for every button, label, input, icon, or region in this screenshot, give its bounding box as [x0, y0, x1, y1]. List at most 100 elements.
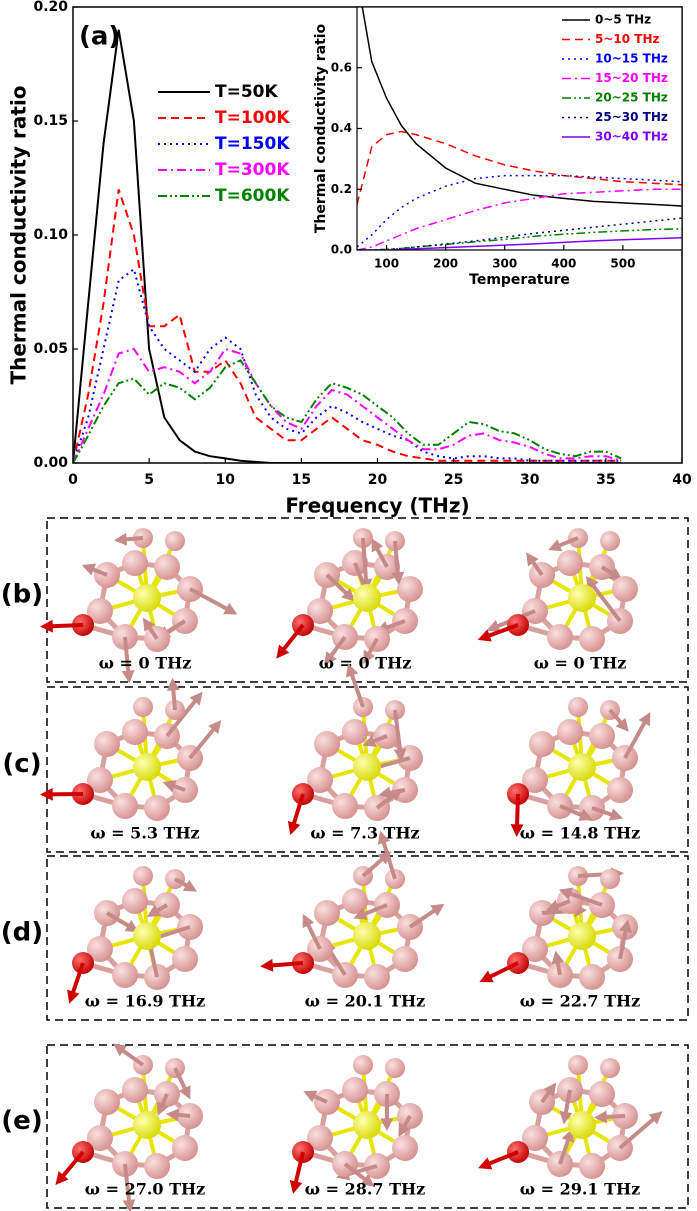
atom	[353, 1055, 373, 1075]
displacement-arrow	[393, 709, 403, 754]
arrow-head	[67, 989, 80, 1004]
molecule	[67, 866, 203, 1004]
displacement-arrow	[348, 670, 365, 708]
displacement-arrow	[565, 890, 603, 907]
x-tick-label: 5	[144, 472, 154, 488]
arrow-head	[276, 644, 290, 659]
arrow-head	[303, 1090, 318, 1103]
legend-label: 20~25 THz	[595, 91, 668, 105]
arrow-head	[122, 1199, 136, 1211]
arrow-head	[360, 1173, 375, 1187]
atom	[557, 719, 583, 745]
arrow-head	[113, 532, 128, 546]
mode-frequency: ω = 16.9 THz	[85, 992, 205, 1011]
panel-label: (c)	[2, 749, 41, 779]
arrow-head	[165, 1108, 180, 1122]
arrow-head	[260, 958, 274, 972]
arrow-head	[113, 1043, 128, 1057]
mode-frequency: ω = 0 THz	[319, 654, 412, 673]
atom	[342, 1077, 368, 1103]
chart-title: (a)	[79, 22, 120, 52]
x-tick-label: 0	[68, 472, 78, 488]
atom	[112, 962, 138, 988]
series-line	[73, 347, 622, 463]
displacement-arrow	[514, 793, 520, 830]
atom	[87, 598, 113, 624]
y-tick-label: 0.00	[33, 455, 68, 471]
atom	[314, 900, 340, 926]
atom	[579, 1153, 605, 1179]
x-tick-label: 100	[374, 257, 399, 271]
arrow-head	[40, 619, 53, 633]
displacement-arrow	[558, 1135, 572, 1165]
arrow-head	[363, 649, 376, 664]
arrow-head	[380, 1118, 394, 1132]
x-tick-label: 30	[520, 472, 540, 488]
arrow-head	[578, 808, 593, 821]
y-tick-label: 0.4	[331, 121, 352, 135]
legend-label: T=300K	[215, 160, 290, 180]
arrow-head	[543, 1082, 557, 1097]
arrow-head	[162, 780, 177, 793]
legend-label: 25~30 THz	[595, 110, 668, 124]
arrow-head	[142, 617, 156, 632]
arrow-head	[619, 919, 632, 933]
arrow-head	[393, 748, 407, 762]
series-line	[357, 188, 682, 250]
panel-frame	[46, 855, 689, 1021]
displacement-arrow	[304, 920, 322, 950]
y-tick-label: 0.2	[331, 182, 352, 196]
displacement-arrow	[623, 718, 649, 759]
atom	[307, 767, 333, 793]
atom	[607, 777, 633, 803]
arrow-head	[593, 1110, 608, 1124]
arrow-head	[353, 907, 368, 920]
arrow-head	[324, 651, 337, 666]
x-tick-label: 200	[433, 257, 458, 271]
x-tick-label: 500	[610, 257, 635, 271]
arrow-head	[486, 619, 501, 632]
y-tick-label: 0.20	[33, 0, 68, 15]
molecule	[40, 677, 222, 821]
atom	[307, 598, 333, 624]
atom	[133, 753, 161, 781]
arrow-head	[479, 970, 494, 983]
panel-frame	[46, 517, 689, 683]
atom	[342, 719, 368, 745]
atom	[353, 753, 381, 781]
arrow-head	[430, 903, 445, 917]
inset-background	[357, 7, 682, 250]
atom	[133, 866, 153, 886]
arrow-head	[182, 879, 198, 892]
arrow-head	[166, 677, 180, 691]
legend-label: T=600K	[215, 186, 290, 206]
arrow-head	[510, 824, 524, 837]
displacement-arrow	[123, 636, 131, 676]
atom	[579, 626, 605, 652]
displacement-arrow	[290, 793, 305, 829]
atom	[122, 719, 148, 745]
atom	[600, 531, 620, 551]
legend-label: 0~5 THz	[595, 13, 651, 27]
legend-label: 30~40 THz	[595, 130, 668, 144]
arrow-head	[548, 539, 563, 552]
atom	[87, 767, 113, 793]
atom	[364, 964, 390, 990]
arrow-head	[189, 691, 203, 706]
atom	[144, 795, 170, 821]
atom	[154, 554, 180, 580]
atom	[600, 869, 620, 889]
arrow-head	[302, 913, 315, 929]
atom	[342, 888, 368, 914]
mode-frequency: ω = 0 THz	[534, 654, 627, 673]
displacement-arrow	[325, 573, 351, 598]
arrow-head	[208, 720, 222, 735]
arrow-head	[558, 887, 573, 900]
arrow-head	[388, 788, 403, 802]
atom	[122, 888, 148, 914]
displacement-arrow	[292, 1151, 305, 1187]
atom	[568, 1111, 596, 1139]
series-line	[73, 267, 622, 463]
atom	[522, 1125, 548, 1151]
